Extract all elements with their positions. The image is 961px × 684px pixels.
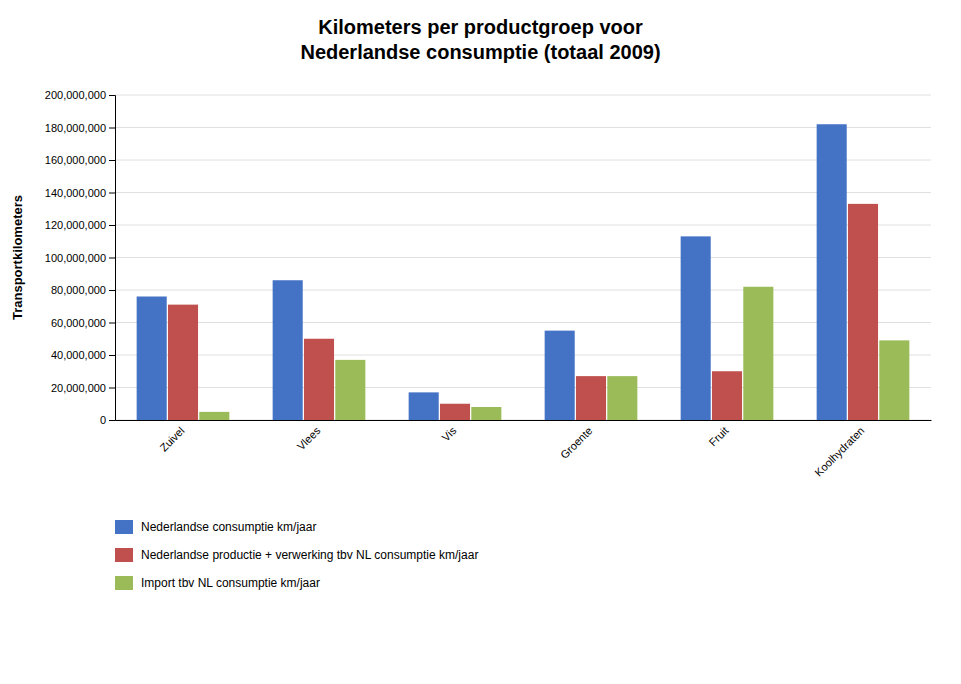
legend-label: Nederlandse productie + verwerking tbv N… [141, 548, 478, 562]
y-tick: 80,000,000 [51, 284, 115, 296]
x-tick: Vis [439, 424, 459, 444]
grid-line [115, 95, 931, 96]
x-tick-label: Vlees [295, 424, 323, 452]
x-tick: Koolhydraten [812, 424, 866, 478]
grid-line [115, 225, 931, 226]
title: Kilometers per productgroep voor Nederlan… [300, 16, 660, 63]
bar [681, 236, 711, 420]
grid [115, 95, 931, 420]
x-tick-label: Groente [558, 424, 595, 461]
bars [137, 124, 910, 420]
grid-line [115, 192, 931, 193]
y-tick-label: 200,000,000 [45, 89, 106, 101]
bar [576, 376, 606, 420]
grid-line [115, 290, 931, 291]
legend-item: Import tbv NL consumptie km/jaar [115, 576, 320, 590]
bar [743, 287, 773, 420]
y-tick-label: 120,000,000 [45, 219, 106, 231]
y-axis: 0 20,000,000 40,000,000 60,000,000 80,000,00… [45, 89, 116, 426]
bar [879, 340, 909, 420]
bar [817, 124, 847, 420]
bar [304, 339, 334, 420]
y-tick: 200,000,000 [45, 89, 115, 101]
title-line: Kilometers per productgroep voor [318, 16, 643, 38]
y-tick-mark [109, 420, 115, 421]
y-tick-label: 140,000,000 [45, 187, 106, 199]
x-tick: Vlees [295, 424, 323, 452]
y-tick: 120,000,000 [45, 219, 115, 231]
x-tick: Fruit [706, 424, 730, 448]
y-tick-mark [109, 225, 115, 226]
y-tick: 180,000,000 [45, 122, 115, 134]
y-axis-line [109, 96, 116, 421]
y-tick-label: 0 [100, 414, 106, 426]
y-tick-mark [109, 160, 115, 161]
chart: Kilometers per productgroep voor Nederlan… [0, 0, 961, 684]
bar [440, 404, 470, 420]
y-tick-mark [109, 95, 115, 96]
y-tick: 100,000,000 [45, 252, 115, 264]
legend: Nederlandse consumptie km/jaar Nederlands… [115, 520, 478, 590]
bar-series [199, 287, 909, 420]
bar [471, 407, 501, 420]
y-tick-mark [109, 258, 115, 259]
y-tick-label: 160,000,000 [45, 154, 106, 166]
grid-line [115, 160, 931, 161]
bar [137, 297, 167, 421]
bar [545, 331, 575, 420]
y-tick-mark [109, 290, 115, 291]
legend-swatch [115, 576, 133, 590]
legend-label: Nederlandse consumptie km/jaar [141, 520, 316, 534]
x-tick: Groente [558, 424, 595, 461]
y-tick-mark [109, 193, 115, 194]
y-axis-title: Transportkilometers [10, 195, 25, 320]
x-tick-label: Fruit [706, 424, 730, 448]
x-tick-label: Koolhydraten [812, 424, 866, 478]
bar [273, 280, 303, 420]
y-tick: 60,000,000 [51, 317, 115, 329]
grid-line [115, 322, 931, 323]
y-tick: 20,000,000 [51, 382, 115, 394]
bar [335, 360, 365, 420]
y-tick-mark [109, 355, 115, 356]
grid-line [115, 387, 931, 388]
y-tick-mark [109, 388, 115, 389]
bar [168, 305, 198, 420]
y-tick-label: 80,000,000 [51, 284, 106, 296]
x-tick-label: Vis [439, 424, 459, 444]
legend-item: Nederlandse consumptie km/jaar [115, 520, 316, 534]
legend-label: Import tbv NL consumptie km/jaar [141, 576, 320, 590]
y-tick: 0 [100, 414, 115, 426]
bar [409, 392, 439, 420]
legend-swatch [115, 520, 133, 534]
y-tick-label: 40,000,000 [51, 349, 106, 361]
y-tick-label: 60,000,000 [51, 317, 106, 329]
y-tick: 140,000,000 [45, 187, 115, 199]
y-tick: 40,000,000 [51, 349, 115, 361]
x-tick-label: Zuivel [157, 424, 186, 453]
bar [607, 376, 637, 420]
title-line: Nederlandse consumptie (totaal 2009) [300, 41, 660, 63]
y-tick-label: 100,000,000 [45, 252, 106, 264]
x-axis: Zuivel Vlees Vis Groente Fruit Koolhydraten [116, 421, 932, 479]
y-tick-mark [109, 128, 115, 129]
y-tick: 160,000,000 [45, 154, 115, 166]
grid-line [115, 257, 931, 258]
legend-swatch [115, 548, 133, 562]
bar [712, 371, 742, 420]
y-tick-label: 180,000,000 [45, 122, 106, 134]
x-tick: Zuivel [157, 424, 186, 453]
bar [199, 412, 229, 420]
bar-series [137, 124, 847, 420]
grid-line [115, 420, 931, 421]
x-axis-line [116, 420, 932, 421]
bar [848, 204, 878, 420]
legend-item: Nederlandse productie + verwerking tbv N… [115, 548, 478, 562]
grid-line [115, 355, 931, 356]
grid-line [115, 127, 931, 128]
y-tick-label: 20,000,000 [51, 382, 106, 394]
bar-series [168, 204, 878, 420]
y-tick-mark [109, 323, 115, 324]
